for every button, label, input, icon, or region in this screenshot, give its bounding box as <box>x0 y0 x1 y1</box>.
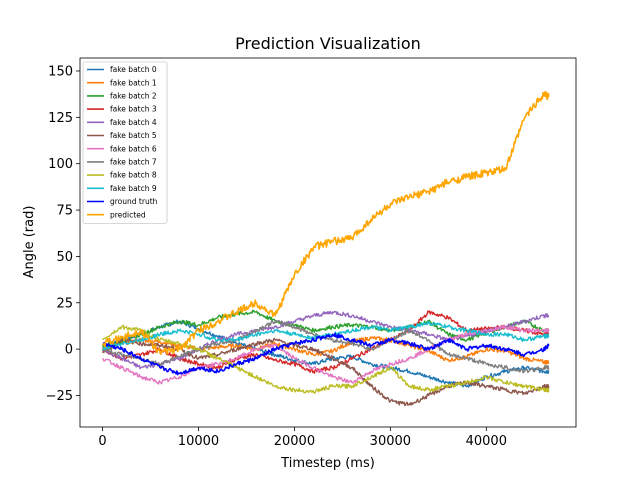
chart-title: Prediction Visualization <box>235 34 421 53</box>
legend-label: fake batch 2 <box>110 92 157 101</box>
series-line-fake-batch-6 <box>101 324 550 385</box>
x-axis-label: Timestep (ms) <box>280 456 375 471</box>
series-line-predicted <box>101 91 550 356</box>
x-tick-label: 0 <box>98 434 106 449</box>
legend-label: fake batch 3 <box>110 105 157 114</box>
series-line-fake-batch-8 <box>102 324 550 394</box>
legend-label: fake batch 5 <box>110 131 157 140</box>
x-tick-label: 40000 <box>466 434 507 449</box>
y-tick-label: −25 <box>46 389 73 404</box>
series-line-fake-batch-1 <box>101 336 550 365</box>
series-line-ground-truth <box>101 332 550 376</box>
y-tick-label: 75 <box>56 204 73 219</box>
y-axis: −25 0 25 50 75 100 125 150 <box>46 64 80 404</box>
legend-label: fake batch 9 <box>110 184 157 193</box>
legend-label: fake batch 7 <box>110 158 157 167</box>
legend-label: fake batch 8 <box>110 171 157 180</box>
y-tick-label: 50 <box>56 250 73 265</box>
x-tick-label: 30000 <box>370 434 411 449</box>
x-axis: 0 10000 20000 30000 40000 <box>98 427 507 449</box>
y-axis-label: Angle (rad) <box>22 206 37 279</box>
legend-label: ground truth <box>110 197 158 206</box>
y-tick-label: 0 <box>65 343 73 358</box>
legend-label: fake batch 0 <box>110 65 157 74</box>
legend-label: fake batch 6 <box>110 144 157 153</box>
y-tick-label: 25 <box>56 296 73 311</box>
x-tick-label: 10000 <box>178 434 219 449</box>
legend-label: fake batch 4 <box>110 118 157 127</box>
series-line-fake-batch-7 <box>102 320 550 374</box>
y-tick-label: 125 <box>48 111 73 126</box>
y-tick-label: 150 <box>48 64 73 79</box>
legend-label: fake batch 1 <box>110 78 157 87</box>
legend-label: predicted <box>110 210 146 219</box>
legend: fake batch 0 fake batch 1 fake batch 2 fake… <box>82 61 168 224</box>
y-tick-label: 100 <box>48 157 73 172</box>
plot-frame <box>79 57 577 428</box>
series-layer <box>101 91 550 407</box>
legend-box <box>82 61 168 224</box>
x-tick-label: 20000 <box>274 434 315 449</box>
